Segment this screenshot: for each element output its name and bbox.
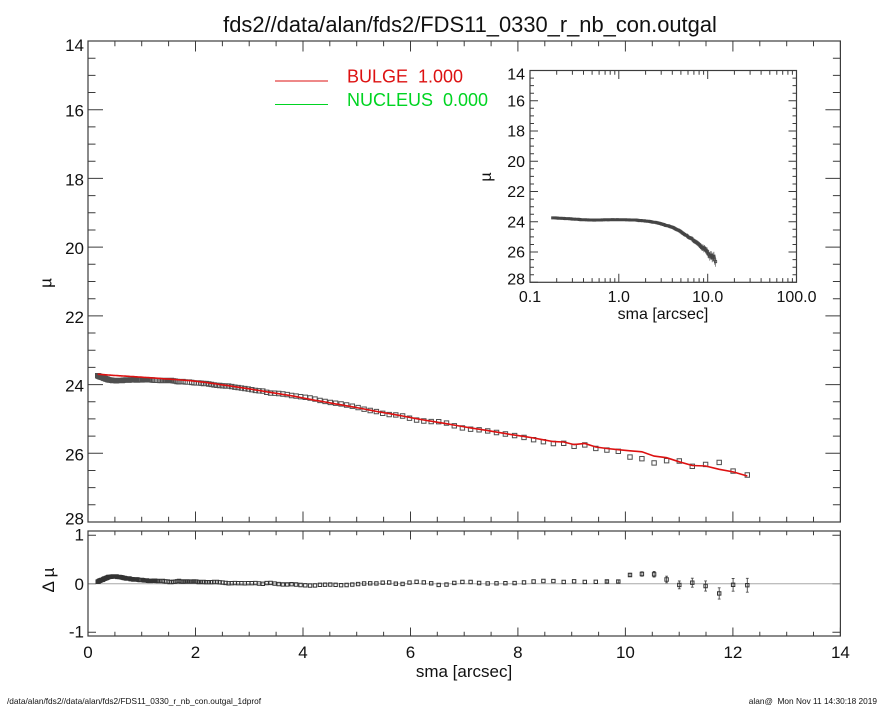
svg-text:µ: µ [478,172,495,181]
svg-text:22: 22 [507,184,525,201]
svg-text:sma [arcsec]: sma [arcsec] [416,662,512,681]
svg-text:BULGE 1.000: BULGE 1.000 [347,67,463,87]
svg-text:alan@ Mon Nov 11 14:30:18 201: alan@ Mon Nov 11 14:30:18 2019 [749,696,878,706]
svg-text:µ: µ [37,278,56,288]
svg-text:14: 14 [65,36,84,55]
svg-text:20: 20 [65,239,84,258]
svg-text:/data/alan/fds2//data/alan/fds: /data/alan/fds2//data/alan/fds2/FDS11_03… [7,696,262,706]
svg-text:16: 16 [507,94,525,111]
svg-text:24: 24 [65,377,84,396]
svg-text:1.0: 1.0 [608,289,630,306]
svg-text:100.0: 100.0 [776,289,816,306]
svg-text:12: 12 [723,643,742,662]
svg-text:28: 28 [507,272,525,289]
svg-text:1: 1 [75,525,84,544]
svg-text:18: 18 [65,170,84,189]
svg-text:26: 26 [65,445,84,464]
svg-text:18: 18 [507,124,525,141]
svg-text:sma [arcsec]: sma [arcsec] [618,306,709,323]
svg-text:fds2//data/alan/fds2/FDS11_033: fds2//data/alan/fds2/FDS11_0330_r_nb_con… [223,12,717,37]
svg-text:14: 14 [507,67,525,84]
svg-text:0: 0 [75,575,84,594]
svg-text:10: 10 [616,643,635,662]
svg-text:NUCLEUS 0.000: NUCLEUS 0.000 [347,90,488,110]
svg-text:28: 28 [65,510,84,529]
svg-text:24: 24 [507,215,525,232]
svg-text:26: 26 [507,245,525,262]
svg-text:20: 20 [507,154,525,171]
svg-text:2: 2 [191,643,200,662]
svg-text:16: 16 [65,102,84,121]
svg-text:-1: -1 [69,623,84,642]
svg-text:Δ µ: Δ µ [39,567,58,592]
svg-text:4: 4 [298,643,307,662]
svg-text:8: 8 [513,643,522,662]
svg-text:0.1: 0.1 [519,289,541,306]
svg-text:22: 22 [65,308,84,327]
svg-text:6: 6 [406,643,415,662]
svg-text:0: 0 [83,643,92,662]
svg-text:14: 14 [831,643,850,662]
svg-text:10.0: 10.0 [692,289,723,306]
